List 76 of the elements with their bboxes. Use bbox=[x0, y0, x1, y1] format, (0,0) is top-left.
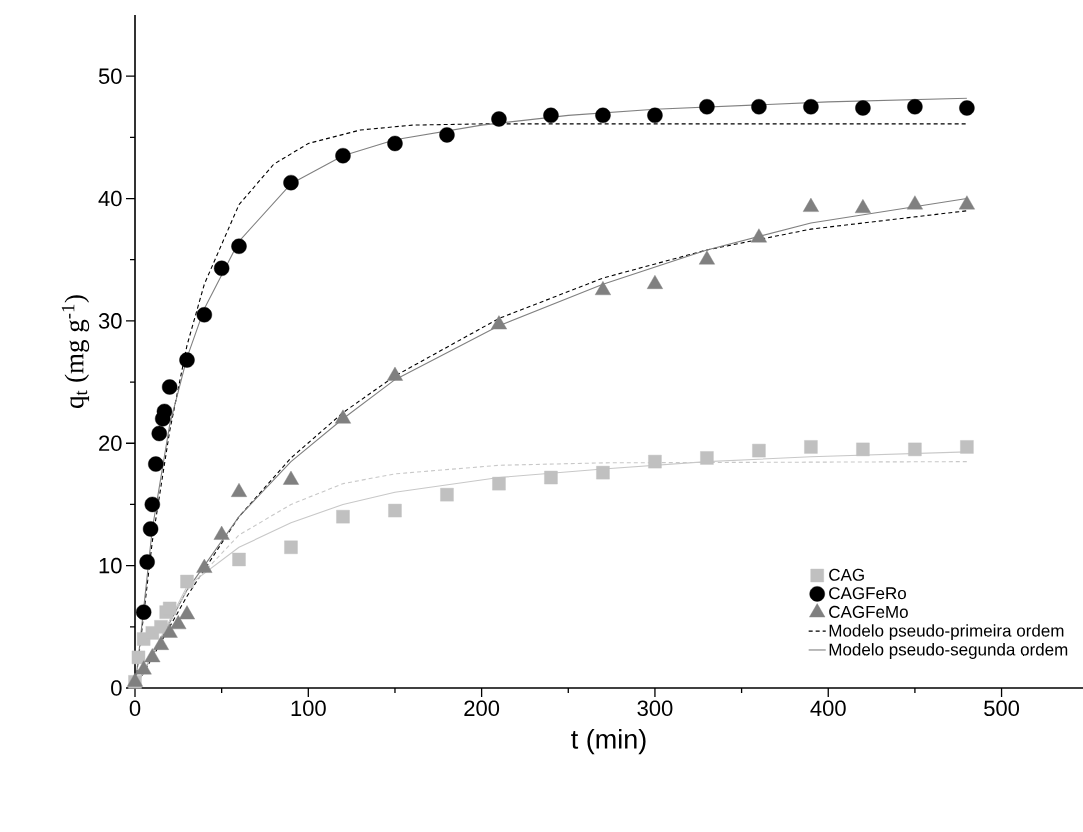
point bbox=[854, 199, 871, 214]
point bbox=[142, 521, 159, 537]
point bbox=[148, 456, 164, 472]
point bbox=[196, 307, 213, 323]
x-tick-label: 400 bbox=[810, 700, 846, 717]
point bbox=[700, 451, 714, 465]
y-axis-title: q$_{t}$ (mg g$^{-1}$) bbox=[61, 295, 90, 409]
point bbox=[161, 379, 178, 395]
y-tick-label: 10 bbox=[99, 557, 122, 574]
point bbox=[440, 487, 454, 502]
point bbox=[960, 440, 974, 454]
point bbox=[179, 605, 195, 620]
point bbox=[439, 127, 455, 143]
point bbox=[151, 425, 167, 442]
legend-label: Modelo pseudo-primeira ordem bbox=[829, 624, 1064, 641]
point bbox=[803, 99, 819, 115]
point bbox=[144, 496, 161, 513]
point bbox=[594, 281, 611, 296]
point bbox=[170, 615, 187, 630]
point bbox=[139, 554, 155, 570]
point bbox=[282, 470, 299, 485]
point bbox=[162, 601, 177, 616]
point bbox=[492, 476, 506, 491]
point bbox=[135, 660, 152, 675]
point bbox=[699, 99, 715, 115]
point bbox=[388, 503, 402, 518]
point bbox=[907, 99, 923, 115]
x-tick-label: 200 bbox=[464, 700, 500, 717]
point bbox=[135, 604, 152, 620]
point bbox=[196, 558, 213, 573]
y-tick-label: 40 bbox=[98, 190, 122, 207]
point bbox=[804, 440, 818, 454]
x-tick-label: 500 bbox=[984, 700, 1020, 717]
point bbox=[543, 107, 559, 124]
point bbox=[387, 135, 403, 152]
point bbox=[490, 315, 507, 330]
legend-label: CAGFeRo bbox=[829, 587, 906, 600]
point bbox=[908, 442, 922, 457]
point bbox=[283, 174, 299, 191]
point bbox=[231, 238, 247, 254]
point bbox=[144, 648, 161, 663]
legend-label: CAGFeMo bbox=[829, 605, 908, 618]
point bbox=[180, 574, 194, 589]
x-tick-label: 0 bbox=[129, 700, 141, 717]
point bbox=[491, 111, 507, 127]
point bbox=[752, 443, 766, 458]
point bbox=[751, 99, 767, 115]
x-axis-title: t (min) bbox=[571, 728, 646, 755]
point bbox=[131, 650, 146, 665]
point bbox=[336, 509, 350, 524]
y-tick-label: 30 bbox=[98, 313, 122, 329]
x-tick-label: 300 bbox=[637, 700, 673, 717]
point bbox=[213, 525, 230, 540]
point bbox=[213, 260, 230, 276]
point bbox=[856, 442, 870, 457]
point bbox=[596, 465, 610, 480]
point bbox=[161, 623, 178, 638]
y-tick-label: 50 bbox=[98, 68, 122, 84]
y-tick-label: 20 bbox=[99, 435, 122, 452]
point bbox=[179, 352, 195, 368]
point bbox=[959, 100, 975, 116]
point bbox=[855, 100, 871, 116]
point bbox=[232, 552, 246, 567]
legend-label: CAG bbox=[829, 568, 864, 581]
point bbox=[647, 107, 663, 124]
point bbox=[153, 635, 169, 650]
point bbox=[544, 470, 558, 485]
point bbox=[334, 409, 351, 424]
point bbox=[648, 454, 662, 469]
point bbox=[595, 107, 611, 124]
point bbox=[335, 148, 351, 164]
y-tick-label: 0 bbox=[111, 680, 122, 696]
x-tick-label: 100 bbox=[291, 700, 326, 717]
legend-label: Modelo pseudo-segunda ordem bbox=[829, 643, 1068, 659]
point bbox=[284, 540, 298, 554]
point bbox=[230, 483, 247, 497]
